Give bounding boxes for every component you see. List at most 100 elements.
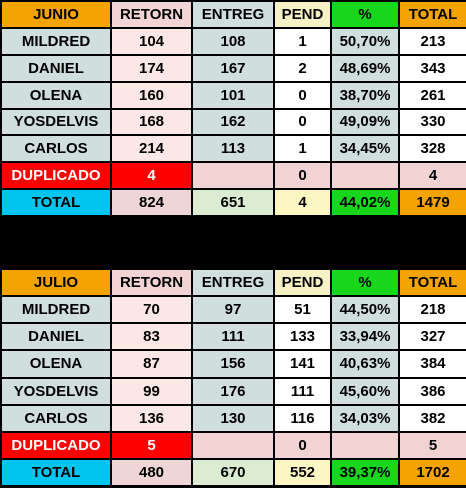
table-row: OLENA 160 101 0 38,70% 261	[0, 80, 466, 110]
duplicado-percent	[330, 161, 400, 191]
row-total: 327	[398, 322, 466, 352]
row-name: OLENA	[0, 349, 112, 379]
header-month: JUNIO	[0, 0, 112, 29]
row-name: CARLOS	[0, 134, 112, 164]
total-row: TOTAL 480 670 552 39,37% 1702	[0, 457, 466, 488]
row-retorn: 160	[110, 80, 193, 110]
row-percent: 44,50%	[330, 295, 400, 325]
duplicado-retorn: 4	[110, 161, 193, 191]
row-retorn: 99	[110, 376, 193, 406]
julio-table: JULIO RETORN ENTREG PEND % TOTAL MILDRED…	[0, 267, 466, 488]
header-entreg: ENTREG	[191, 0, 275, 29]
header-pend: PEND	[273, 267, 332, 298]
total-percent: 39,37%	[330, 457, 400, 488]
table-row: YOSDELVIS 99 176 111 45,60% 386	[0, 376, 466, 406]
row-percent: 49,09%	[330, 107, 400, 137]
row-name: YOSDELVIS	[0, 376, 112, 406]
row-pend: 1	[273, 134, 332, 164]
row-retorn: 87	[110, 349, 193, 379]
table-row: MILDRED 70 97 51 44,50% 218	[0, 295, 466, 325]
row-percent: 34,45%	[330, 134, 400, 164]
row-total: 343	[398, 53, 466, 83]
row-entreg: 167	[191, 53, 275, 83]
duplicado-pend: 0	[273, 430, 332, 460]
duplicado-pend: 0	[273, 161, 332, 191]
row-retorn: 104	[110, 26, 193, 56]
header-retorn: RETORN	[110, 267, 193, 298]
row-pend: 111	[273, 376, 332, 406]
row-total: 384	[398, 349, 466, 379]
total-row: TOTAL 824 651 4 44,02% 1479	[0, 188, 466, 217]
row-name: YOSDELVIS	[0, 107, 112, 137]
table-row: DANIEL 83 111 133 33,94% 327	[0, 322, 466, 352]
row-entreg: 130	[191, 403, 275, 433]
total-total: 1702	[398, 457, 466, 488]
header-total: TOTAL	[398, 0, 466, 29]
row-name: OLENA	[0, 80, 112, 110]
header-row: JULIO RETORN ENTREG PEND % TOTAL	[0, 267, 466, 298]
total-total: 1479	[398, 188, 466, 217]
duplicado-row: DUPLICADO 4 0 4	[0, 161, 466, 191]
table-row: YOSDELVIS 168 162 0 49,09% 330	[0, 107, 466, 137]
row-retorn: 70	[110, 295, 193, 325]
total-entreg: 651	[191, 188, 275, 217]
row-retorn: 168	[110, 107, 193, 137]
header-retorn: RETORN	[110, 0, 193, 29]
duplicado-label: DUPLICADO	[0, 430, 112, 460]
header-percent: %	[330, 267, 400, 298]
duplicado-entreg	[191, 161, 275, 191]
row-pend: 0	[273, 80, 332, 110]
row-pend: 116	[273, 403, 332, 433]
row-entreg: 156	[191, 349, 275, 379]
row-percent: 45,60%	[330, 376, 400, 406]
row-pend: 51	[273, 295, 332, 325]
row-entreg: 101	[191, 80, 275, 110]
duplicado-row: DUPLICADO 5 0 5	[0, 430, 466, 460]
row-pend: 0	[273, 107, 332, 137]
row-percent: 40,63%	[330, 349, 400, 379]
duplicado-retorn: 5	[110, 430, 193, 460]
row-percent: 48,69%	[330, 53, 400, 83]
row-total: 218	[398, 295, 466, 325]
row-retorn: 136	[110, 403, 193, 433]
row-retorn: 214	[110, 134, 193, 164]
row-percent: 34,03%	[330, 403, 400, 433]
row-name: DANIEL	[0, 322, 112, 352]
table-row: DANIEL 174 167 2 48,69% 343	[0, 53, 466, 83]
total-pend: 4	[273, 188, 332, 217]
header-row: JUNIO RETORN ENTREG PEND % TOTAL	[0, 0, 466, 29]
header-entreg: ENTREG	[191, 267, 275, 298]
header-total: TOTAL	[398, 267, 466, 298]
duplicado-total: 5	[398, 430, 466, 460]
row-entreg: 113	[191, 134, 275, 164]
duplicado-total: 4	[398, 161, 466, 191]
junio-table: JUNIO RETORN ENTREG PEND % TOTAL MILDRED…	[0, 0, 466, 217]
total-pend: 552	[273, 457, 332, 488]
duplicado-label: DUPLICADO	[0, 161, 112, 191]
row-pend: 133	[273, 322, 332, 352]
row-percent: 50,70%	[330, 26, 400, 56]
duplicado-percent	[330, 430, 400, 460]
total-retorn: 824	[110, 188, 193, 217]
table-row: MILDRED 104 108 1 50,70% 213	[0, 26, 466, 56]
row-pend: 2	[273, 53, 332, 83]
header-pend: PEND	[273, 0, 332, 29]
header-month: JULIO	[0, 267, 112, 298]
row-total: 386	[398, 376, 466, 406]
header-percent: %	[330, 0, 400, 29]
duplicado-entreg	[191, 430, 275, 460]
row-entreg: 176	[191, 376, 275, 406]
row-pend: 1	[273, 26, 332, 56]
row-name: DANIEL	[0, 53, 112, 83]
row-name: MILDRED	[0, 295, 112, 325]
table-row: CARLOS 136 130 116 34,03% 382	[0, 403, 466, 433]
total-retorn: 480	[110, 457, 193, 488]
total-percent: 44,02%	[330, 188, 400, 217]
row-percent: 38,70%	[330, 80, 400, 110]
table-row: OLENA 87 156 141 40,63% 384	[0, 349, 466, 379]
row-retorn: 83	[110, 322, 193, 352]
row-entreg: 97	[191, 295, 275, 325]
total-label: TOTAL	[0, 457, 112, 488]
total-entreg: 670	[191, 457, 275, 488]
row-name: CARLOS	[0, 403, 112, 433]
